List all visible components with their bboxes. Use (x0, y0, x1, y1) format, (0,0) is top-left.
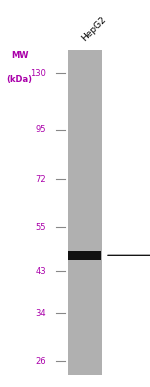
Text: (kDa): (kDa) (6, 75, 33, 84)
Text: 130: 130 (30, 69, 46, 78)
Text: HepG2: HepG2 (80, 14, 108, 43)
Text: 43: 43 (35, 267, 46, 276)
Text: 95: 95 (35, 125, 46, 134)
Text: 55: 55 (35, 223, 46, 232)
Text: MW: MW (11, 51, 28, 60)
Text: 72: 72 (35, 175, 46, 183)
Text: 26: 26 (35, 356, 46, 366)
Bar (68, 50, 102, 375)
Text: 34: 34 (35, 309, 46, 318)
Bar (68, 251, 101, 260)
Text: IDH1: IDH1 (108, 250, 150, 260)
